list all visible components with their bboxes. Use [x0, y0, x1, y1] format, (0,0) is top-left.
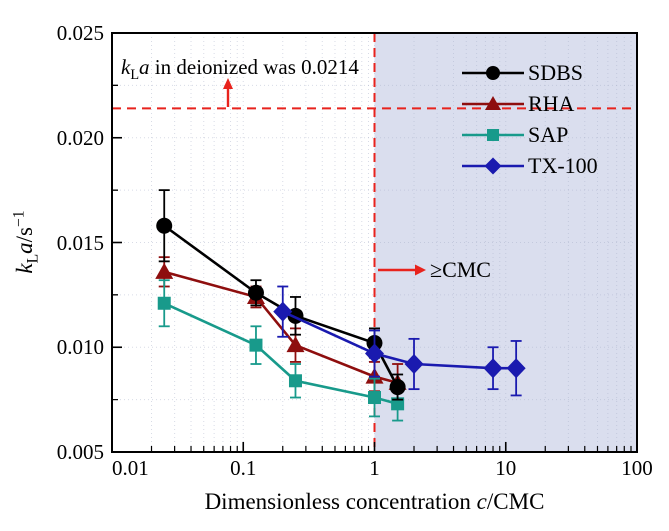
right-arrow-head [415, 264, 426, 276]
data-point-sdbs [389, 379, 406, 396]
cmc-annotation: ≥CMC [430, 257, 491, 282]
data-point-sap [368, 391, 381, 405]
legend-marker-diamond [462, 157, 524, 174]
y-tick-label: 0.005 [56, 440, 104, 464]
y-tick-label: 0.015 [56, 230, 104, 255]
legend-marker-shape [487, 128, 499, 141]
x-tick-label: 0.1 [230, 456, 257, 480]
data-point-tx-100 [365, 343, 384, 364]
deionized-annotation: kLa in deionized was 0.0214 [121, 55, 359, 84]
data-point-rha [286, 336, 305, 353]
legend-marker-shape [485, 95, 501, 110]
up-arrow-head [223, 78, 233, 89]
plot-frame [111, 32, 638, 453]
x-tick-label: 0.01 [112, 456, 149, 480]
legend-label: RHA [528, 90, 575, 116]
x-tick-label: 100 [621, 456, 653, 480]
y-tick-label: 0.010 [56, 335, 104, 360]
data-point-sap [288, 374, 302, 388]
y-tick-label: 0.025 [56, 21, 104, 45]
data-point-sdbs [247, 284, 264, 301]
data-point-tx-100 [483, 358, 503, 379]
data-point-tx-100 [506, 358, 526, 379]
y-tick-label: 0.020 [56, 125, 104, 150]
data-point-rha [155, 262, 174, 279]
legend-item-rha: RHA [460, 88, 598, 119]
data-point-sap [391, 397, 405, 411]
legend-marker-square [462, 128, 524, 141]
legend-label: TX-100 [528, 152, 598, 178]
x-axis-title: Dimensionless concentration c/CMC [204, 489, 545, 514]
legend-label: SAP [528, 121, 569, 147]
legend-item-sap: SAP [460, 119, 598, 150]
legend: SDBS RHA SAP TX-100 [460, 57, 598, 181]
legend-marker-shape [484, 157, 502, 174]
data-point-sap [249, 338, 263, 352]
legend-label: SDBS [528, 59, 584, 85]
legend-marker-shape [486, 65, 500, 80]
data-point-tx-100 [404, 354, 424, 375]
data-point-tx-100 [273, 301, 293, 322]
data-point-sap [157, 296, 171, 310]
legend-marker-circle [462, 65, 524, 80]
legend-item-sdbs: SDBS [460, 57, 598, 88]
legend-marker-triangle [462, 95, 524, 110]
x-tick-label: 10 [495, 456, 517, 480]
data-point-sdbs [156, 217, 173, 234]
y-axis-title: kLa/s−1 [10, 210, 42, 274]
legend-item-tx-100: TX-100 [460, 150, 598, 181]
x-tick-label: 1 [369, 456, 380, 480]
